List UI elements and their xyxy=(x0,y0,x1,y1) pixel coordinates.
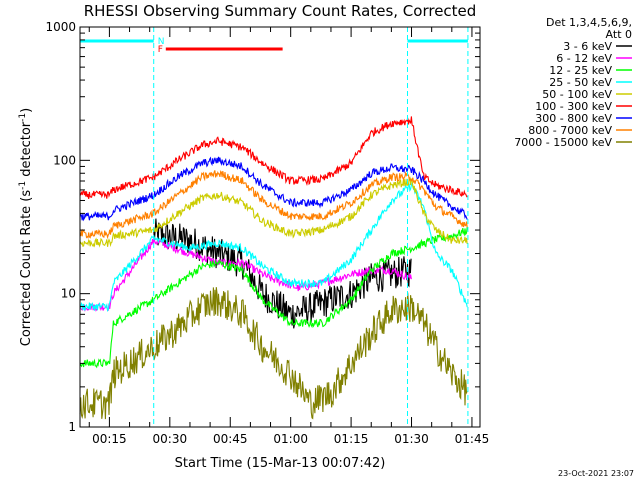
series-line-2 xyxy=(79,226,468,369)
y-axis-label: Corrected Count Rate (s-1 detector-1) xyxy=(18,108,34,346)
legend-label-0: 3 - 6 keV xyxy=(563,40,612,53)
legend-label-8: 7000 - 15000 keV xyxy=(514,136,612,149)
series-line-5 xyxy=(79,116,468,199)
y-tick-label-2: 100 xyxy=(53,153,76,167)
legend-header-1: Det 1,3,4,5,6,9, xyxy=(546,16,632,29)
x-tick-label-5: 01:30 xyxy=(394,432,429,446)
y-axis-label-main: Corrected Count Rate (s xyxy=(19,190,34,347)
series-line-4 xyxy=(79,176,468,248)
x-axis-label: Start Time (15-Mar-13 00:07:42) xyxy=(175,456,386,471)
series-line-3 xyxy=(79,181,468,312)
y-axis-label-exp2: -1 xyxy=(18,113,28,122)
y-axis-label-mid: detector xyxy=(19,121,34,181)
legend-header-2: Att 0 xyxy=(606,28,632,41)
x-tick-label-2: 00:45 xyxy=(213,432,248,446)
plot-data: FN xyxy=(79,27,469,427)
legend-label-1: 6 - 12 keV xyxy=(556,52,612,65)
x-tick-label-3: 01:00 xyxy=(273,432,308,446)
legend-label-4: 50 - 100 keV xyxy=(542,88,612,101)
x-tick-label-1: 00:30 xyxy=(153,432,188,446)
legend-label-6: 300 - 800 keV xyxy=(535,112,612,125)
legend-label-2: 12 - 25 keV xyxy=(549,64,612,77)
y-axis-label-end: ) xyxy=(19,108,34,113)
flag-label-F: F xyxy=(158,45,163,55)
y-axis-label-exp1: -1 xyxy=(18,181,28,190)
legend-label-7: 800 - 7000 keV xyxy=(528,124,612,137)
flag-label-N: N xyxy=(158,37,165,47)
x-tick-label-0: 00:15 xyxy=(92,432,127,446)
y-tick-label-0: 1 xyxy=(68,420,76,434)
y-axis: 1 10 100 1000 xyxy=(45,20,480,434)
series-line-8 xyxy=(79,287,468,420)
legend-label-3: 25 - 50 keV xyxy=(549,76,612,89)
chart-title: RHESSI Observing Summary Count Rates, Co… xyxy=(84,2,477,20)
series-line-7 xyxy=(79,170,468,240)
series-line-0 xyxy=(153,218,412,329)
x-axis: 00:15 00:30 00:45 01:00 01:15 01:30 01:45 xyxy=(88,27,490,446)
legend-label-5: 100 - 300 keV xyxy=(535,100,612,113)
y-tick-label-3: 1000 xyxy=(45,20,76,34)
plot-frame xyxy=(79,26,481,428)
x-tick-label-6: 01:45 xyxy=(455,432,490,446)
x-tick-label-4: 01:15 xyxy=(334,432,369,446)
y-tick-label-1: 10 xyxy=(61,287,76,301)
series-line-6 xyxy=(79,156,468,222)
timestamp: 23-Oct-2021 23:07 xyxy=(558,469,634,478)
